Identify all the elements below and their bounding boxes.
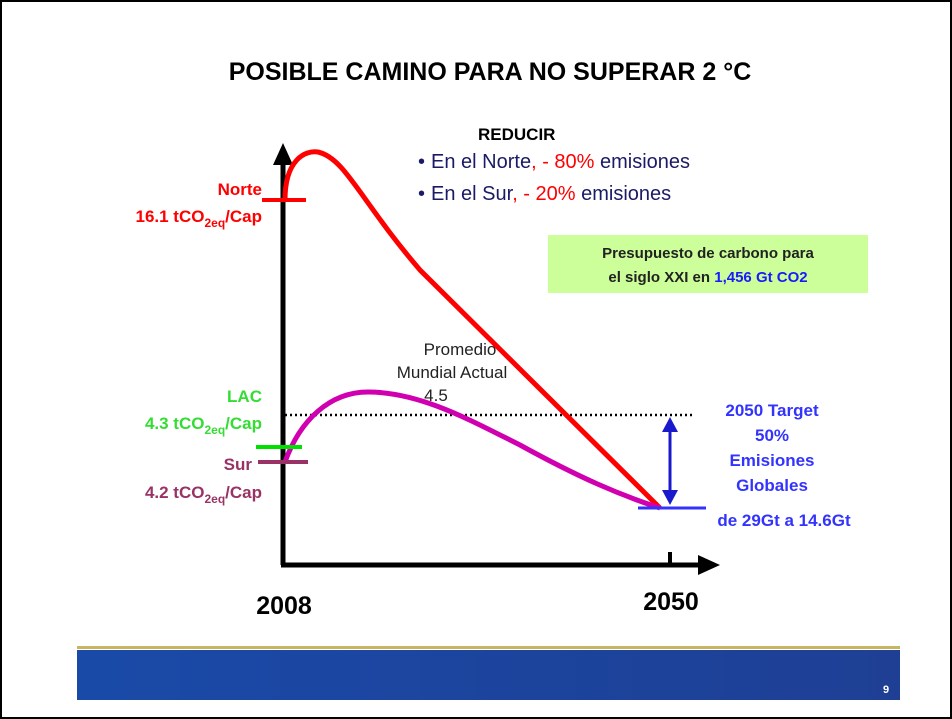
page-number: 9 [883, 684, 889, 696]
bullet: • [418, 151, 425, 173]
text-part: 16.1 tCO [135, 207, 204, 226]
average-label: Promedio [424, 340, 497, 359]
text-part: emisiones [594, 151, 690, 173]
text-part: 4.3 tCO [145, 414, 205, 433]
text-part: , - 80% [531, 151, 595, 173]
subscript: 2eq [204, 423, 225, 437]
lac-label: LAC [227, 387, 262, 406]
norte-value: 16.1 tCO2eq/Cap [135, 207, 262, 230]
bullet: • [418, 183, 425, 205]
target-text: Emisiones [729, 451, 814, 470]
target-text: 2050 Target [725, 401, 819, 420]
reduce-heading: REDUCIR [478, 125, 555, 144]
x-label: 2008 [256, 592, 312, 620]
reduce-item: • En el Norte, - 80% emisiones [418, 151, 690, 173]
text-part: emisiones [576, 183, 672, 205]
target-text: 50% [755, 426, 789, 445]
sur-label: Sur [224, 455, 253, 474]
text-part: el siglo XXI en [608, 269, 714, 286]
average-value: 4.5 [424, 386, 448, 405]
reduce-item: • En el Sur, - 20% emisiones [418, 183, 671, 205]
budget-text: el siglo XXI en 1,456 Gt CO2 [608, 269, 807, 286]
text-part: En el Norte [431, 151, 531, 173]
text-part: En el Sur [431, 183, 514, 205]
text-part: /Cap [225, 207, 262, 226]
x-label: 2050 [643, 588, 699, 616]
sur-value: 4.2 tCO2eq/Cap [145, 483, 262, 506]
target-text: de 29Gt a 14.6Gt [717, 511, 851, 530]
norte-label: Norte [218, 180, 262, 199]
footer-bar [77, 650, 900, 700]
lac-value: 4.3 tCO2eq/Cap [145, 414, 262, 437]
target-text: Globales [736, 476, 808, 495]
text-part: 1,456 Gt CO2 [714, 269, 807, 286]
y-arrow [273, 143, 293, 165]
target-arrow-head [662, 417, 678, 432]
text-part: /Cap [225, 414, 262, 433]
subscript: 2eq [204, 492, 225, 506]
x-arrow [698, 555, 720, 575]
title: POSIBLE CAMINO PARA NO SUPERAR 2 °C [229, 58, 752, 86]
subscript: 2eq [204, 216, 225, 230]
text-part: /Cap [225, 483, 262, 502]
budget-text: Presupuesto de carbono para [602, 245, 814, 262]
average-label: Mundial Actual [397, 363, 508, 382]
text-part: , - 20% [512, 183, 576, 205]
budget-box [548, 235, 868, 293]
south-curve [282, 389, 661, 511]
text-part: 4.2 tCO [145, 483, 205, 502]
target-arrow-head [662, 490, 678, 505]
north-curve [282, 149, 662, 510]
footer-rule [77, 646, 900, 649]
